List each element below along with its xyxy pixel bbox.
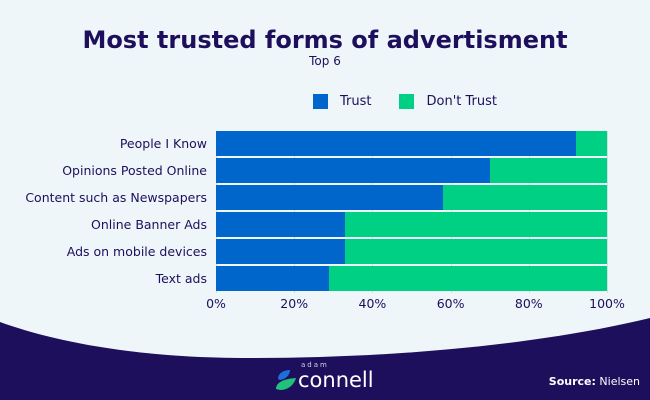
x-tick-label: 80% [514,296,543,311]
legend-swatch [399,94,415,109]
category-label: Content such as Newspapers [25,190,207,205]
legend-item-dont-trust: Don't Trust [399,94,497,109]
category-label: Text ads [155,271,207,286]
source-note: Source: Nielsen [549,375,640,388]
logo-icon [276,370,296,390]
bar-trust [216,212,346,237]
legend-item-trust: Trust [313,94,371,109]
bar-dont-trust [442,185,607,210]
legend-label: Trust [340,94,372,109]
bar-trust [216,158,490,183]
legend: Trust Don't Trust [313,94,525,109]
category-label: Online Banner Ads [91,217,207,232]
bar-trust [216,185,443,210]
bar-trust [216,131,576,156]
x-tick-label: 20% [280,296,309,311]
category-label: People I Know [119,136,207,151]
x-tick-label: 100% [589,296,625,311]
x-tick-label: 60% [436,296,465,311]
logo-main-text: connell [298,368,374,392]
source-value: Nielsen [599,375,640,388]
bar-dont-trust [329,266,607,291]
adam-connell-logo: adam connell [274,361,374,392]
chart-title: Most trusted forms of advertisment [82,26,568,54]
logo-small-text: adam [301,361,329,369]
source-label: Source: [548,375,596,388]
bar-dont-trust [345,212,607,237]
bar-dont-trust [575,131,607,156]
category-label: Opinions Posted Online [62,163,207,178]
x-tick-label: 0% [206,296,226,311]
bar-trust [216,239,346,264]
bar-trust [216,266,330,291]
chart-subtitle: Top 6 [309,54,341,68]
gridline [607,131,608,293]
bar-dont-trust [489,158,607,183]
legend-label: Don't Trust [426,94,497,109]
bar-dont-trust [345,239,607,264]
x-tick-label: 40% [358,296,387,311]
category-label: Ads on mobile devices [66,244,207,259]
legend-swatch [313,94,328,109]
